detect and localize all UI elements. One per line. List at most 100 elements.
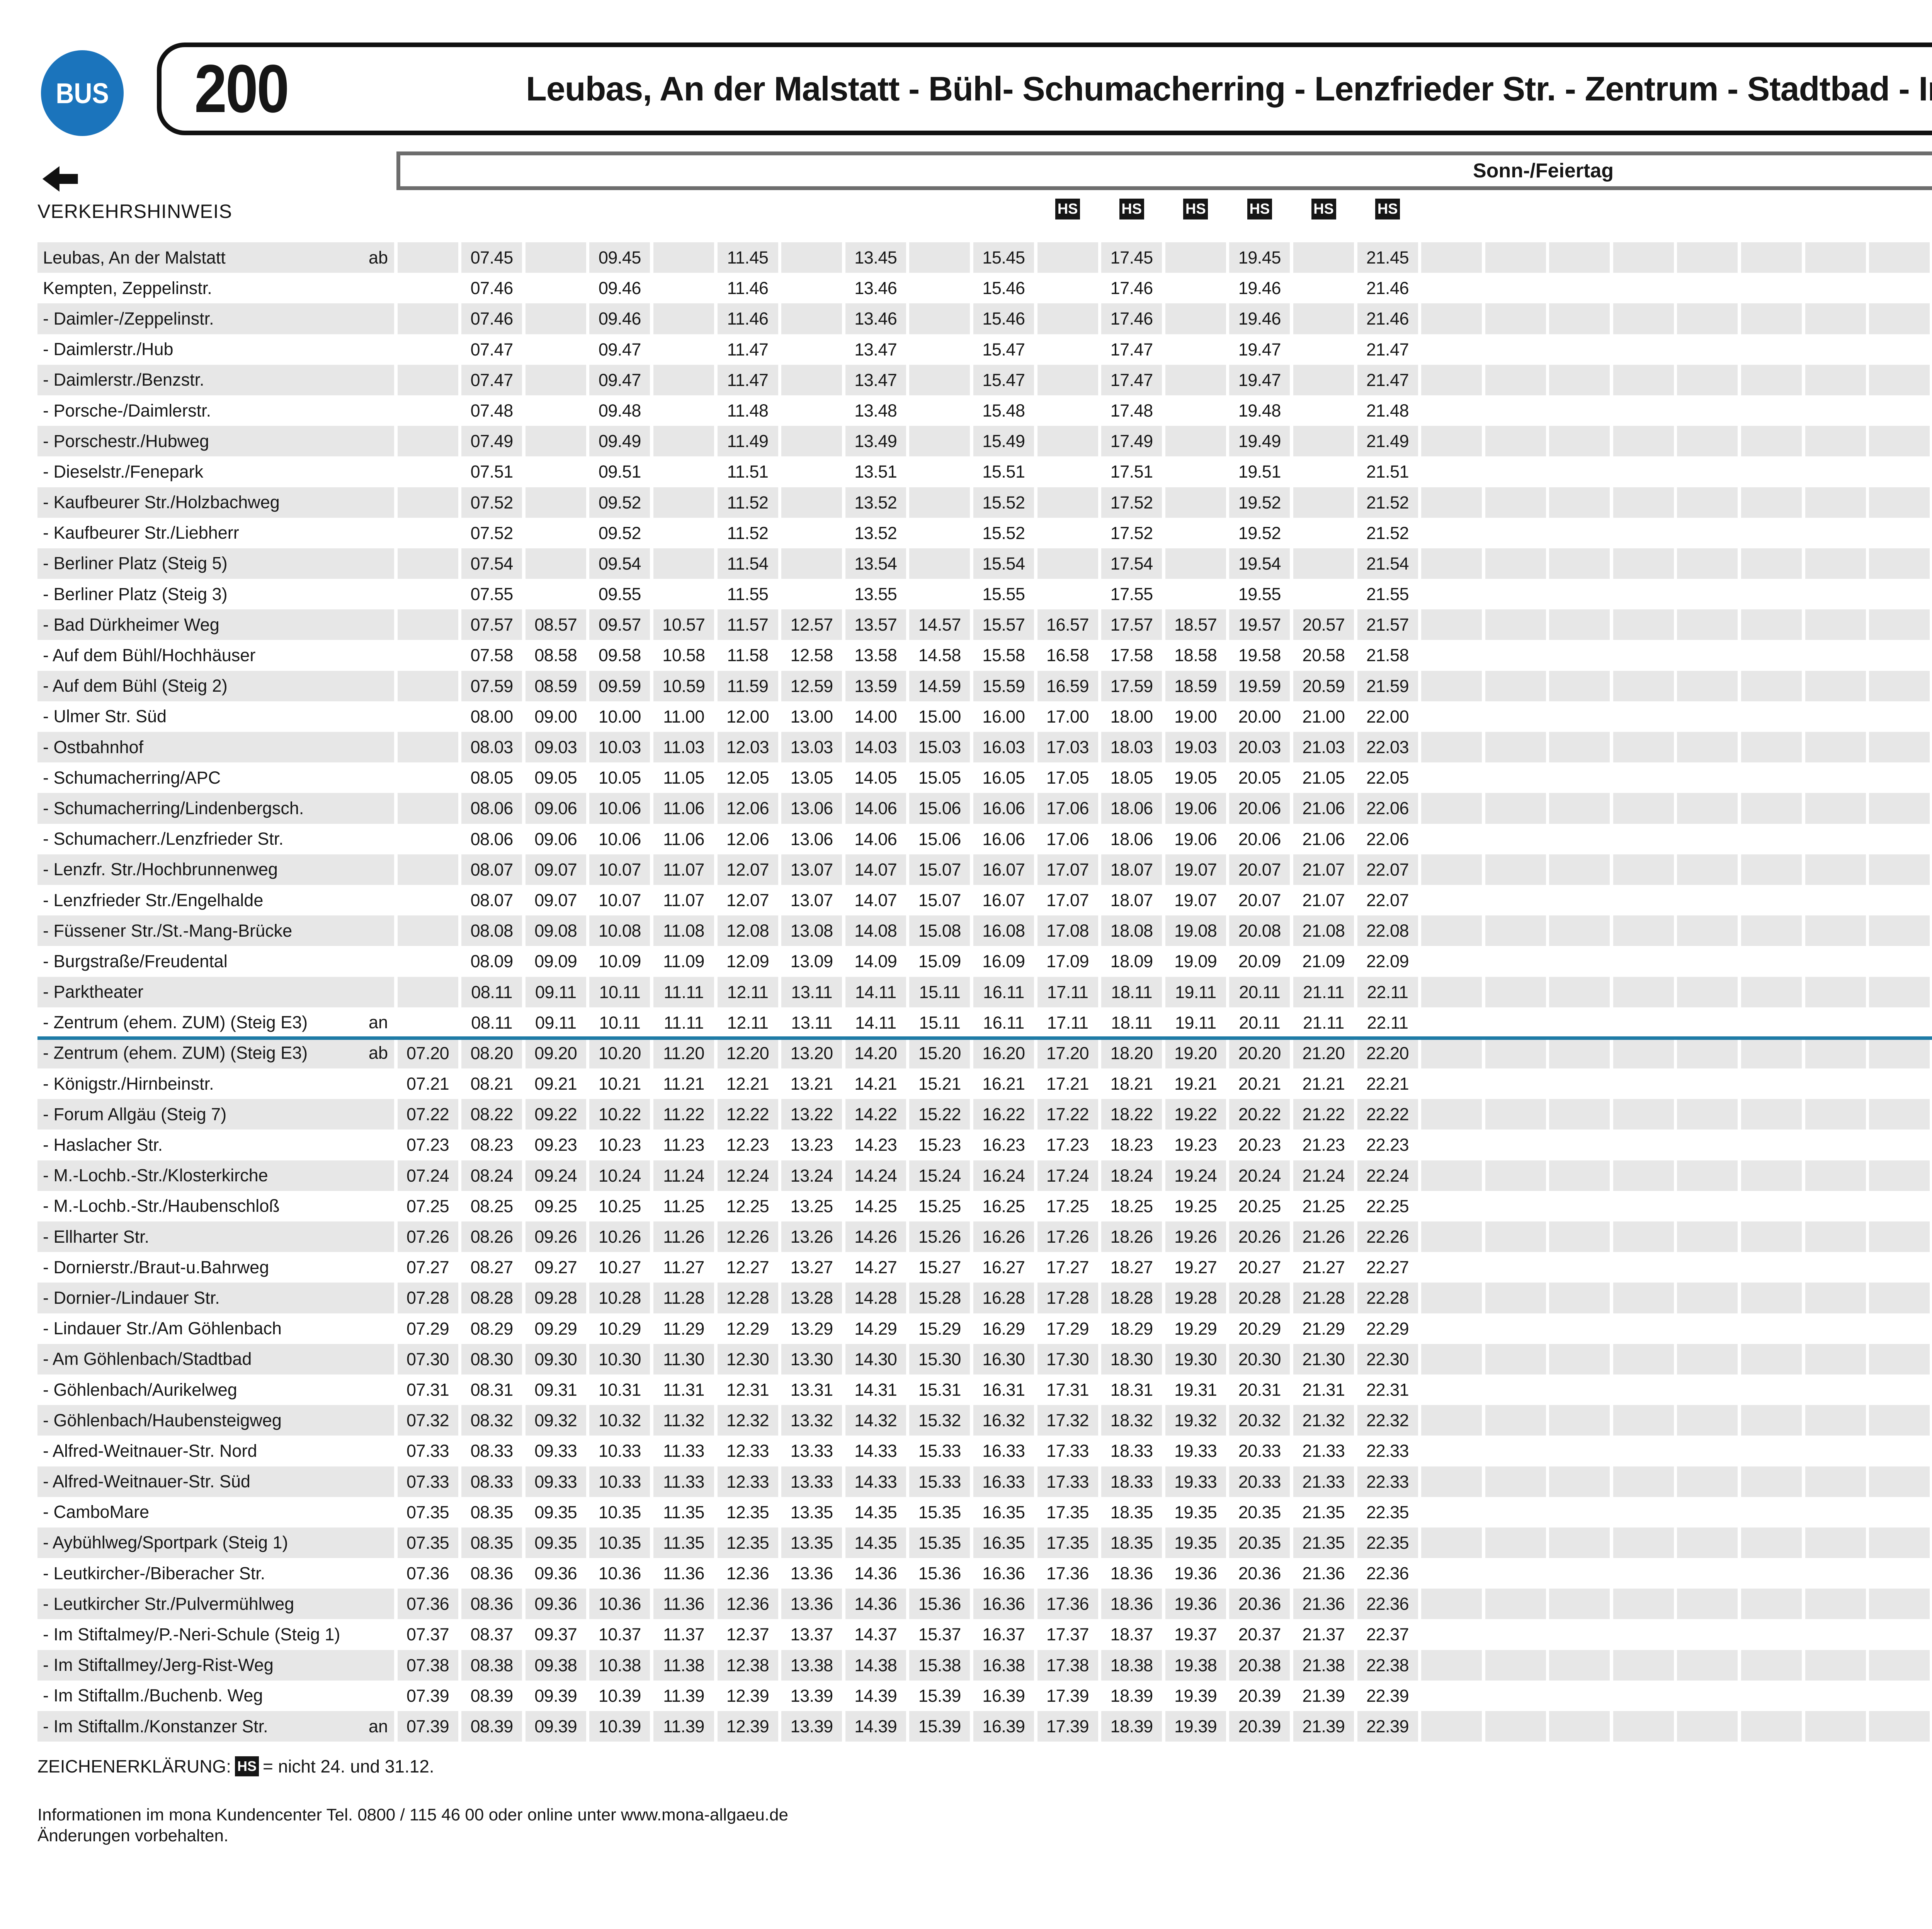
time-cell (1805, 334, 1866, 365)
time-cell (1613, 1558, 1674, 1589)
time-cell: 11.32 (653, 1405, 714, 1436)
time-cell (1549, 824, 1610, 854)
time-cell: 17.06 (1037, 793, 1098, 824)
time-cell (1677, 1344, 1738, 1374)
time-cell (1293, 334, 1354, 365)
time-cell (653, 334, 714, 365)
day-type-label: Sonn-/Feiertag (1473, 160, 1614, 182)
time-cell: 21.54 (1357, 548, 1418, 579)
time-cell: 09.22 (525, 1099, 586, 1130)
time-cell (1549, 1711, 1610, 1742)
stop-name: - Bad Dürkheimer Weg (43, 614, 219, 634)
time-cell (1741, 242, 1802, 273)
time-cell: 15.07 (918, 890, 961, 910)
time-cell: 19.21 (1174, 1074, 1217, 1094)
time-cell (1293, 242, 1354, 273)
time-cell (1485, 1466, 1546, 1497)
time-cell (1741, 824, 1802, 854)
time-cell (1805, 1252, 1866, 1283)
time-cell: 20.26 (1229, 1221, 1290, 1252)
time-cell (1869, 824, 1930, 854)
time-cell: 11.09 (663, 951, 704, 971)
time-cell: 07.32 (397, 1405, 458, 1436)
stop-name: - M.-Lochb.-Str./Klosterkirche (43, 1165, 268, 1186)
stop-name: Leubas, An der Malstatt (43, 247, 226, 267)
time-cell (781, 548, 842, 579)
time-cell (1549, 364, 1610, 395)
time-cell: 13.51 (854, 462, 897, 482)
time-cell: 16.09 (982, 951, 1025, 971)
time-cell (1485, 762, 1546, 793)
stop-name-cell: - Burgstraße/Freudental (37, 946, 394, 976)
time-cell (1421, 885, 1482, 915)
stop-name: - Am Göhlenbach/Stadtbad (43, 1349, 252, 1369)
hs-badge: HS (1119, 199, 1144, 219)
stop-name-cell: - Zentrum (ehem. ZUM) (Steig E3) ab (37, 1038, 394, 1069)
time-cell: 19.36 (1174, 1563, 1217, 1584)
stop-name: - Daimler-/Zeppelinstr. (43, 308, 214, 328)
time-cell: 08.59 (525, 670, 586, 701)
time-cell (1613, 1252, 1674, 1283)
time-cell: 21.08 (1293, 915, 1354, 946)
stop-name-cell: - Haslacher Str. (37, 1130, 394, 1160)
hs-badge: HS (1247, 199, 1272, 219)
time-cell (1293, 548, 1354, 579)
time-cell (909, 456, 970, 487)
time-cell (526, 273, 586, 303)
time-cell (909, 242, 970, 273)
time-cell: 16.35 (973, 1527, 1034, 1558)
time-cell: 18.59 (1165, 670, 1226, 701)
time-cell: 21.47 (1357, 364, 1418, 395)
time-cell: 10.35 (589, 1527, 650, 1558)
time-cell: 09.57 (589, 609, 650, 640)
time-cell (1485, 273, 1546, 303)
time-cell: 18.11 (1111, 1012, 1153, 1033)
time-cell (1741, 976, 1802, 1007)
stop-name-cell: - Ellharter Str. (37, 1221, 394, 1252)
time-cell (1485, 1252, 1546, 1283)
footer-info-line1: Informationen im mona Kundencenter Tel. … (37, 1805, 788, 1824)
time-cell: 11.54 (717, 548, 778, 579)
time-cell: 15.33 (918, 1441, 961, 1461)
time-cell (1421, 670, 1482, 701)
time-cell: 11.36 (663, 1563, 704, 1584)
time-cell (1485, 1589, 1546, 1619)
time-cell: 22.39 (1366, 1686, 1409, 1706)
time-cell (1869, 793, 1930, 824)
time-cell (1421, 364, 1482, 395)
time-cell (1421, 854, 1482, 885)
time-cell: 08.28 (461, 1283, 522, 1313)
time-cell: 12.06 (717, 793, 778, 824)
time-cell: 07.39 (406, 1686, 449, 1706)
time-cell (1421, 579, 1482, 609)
time-cell (1613, 670, 1674, 701)
time-cell: 13.21 (790, 1074, 833, 1094)
stop-name-cell: - Aybühlweg/Sportpark (Steig 1) (37, 1527, 394, 1558)
time-cell (1549, 1405, 1610, 1436)
time-cell: 14.31 (854, 1380, 897, 1400)
time-cell: 20.05 (1238, 768, 1281, 788)
time-cell: 09.24 (525, 1160, 586, 1191)
time-cell: 15.08 (909, 915, 970, 946)
time-cell (1741, 364, 1802, 395)
time-cell: 10.30 (589, 1344, 650, 1374)
time-cell (1549, 732, 1610, 763)
time-cell (909, 334, 970, 365)
time-cell (1421, 1160, 1482, 1191)
time-cell: 12.00 (726, 706, 769, 726)
time-cell (1421, 273, 1482, 303)
time-cell (1485, 1527, 1546, 1558)
time-cell (781, 518, 842, 548)
time-cell: 22.06 (1357, 793, 1418, 824)
time-cell (1677, 1068, 1738, 1099)
time-cell (1869, 946, 1930, 976)
time-cell (1421, 1252, 1482, 1283)
time-cell (1485, 1221, 1546, 1252)
time-cell: 11.20 (653, 1038, 714, 1069)
stop-name: - Berliner Platz (Steig 5) (43, 553, 228, 573)
time-cell (1805, 364, 1866, 395)
time-cell: 19.45 (1229, 242, 1290, 273)
time-cell: 17.46 (1101, 303, 1162, 334)
stop-name: - Porschestr./Hubweg (43, 431, 209, 451)
time-cell: 19.52 (1238, 523, 1281, 543)
